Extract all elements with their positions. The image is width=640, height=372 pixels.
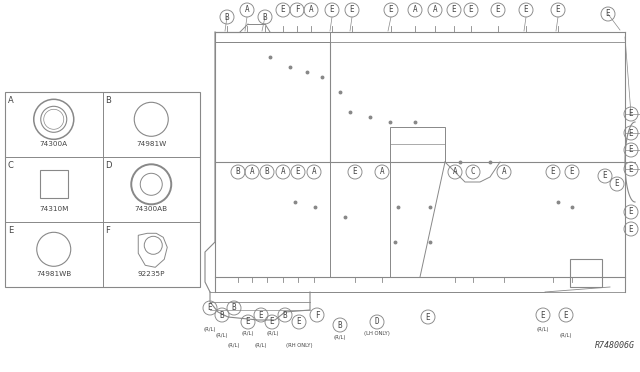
Text: 74981WB: 74981WB	[36, 271, 72, 277]
Text: F: F	[106, 226, 110, 235]
Text: E: E	[628, 224, 634, 234]
Text: A: A	[8, 96, 13, 105]
Text: F: F	[294, 6, 300, 15]
Text: E: E	[208, 304, 212, 312]
Bar	[390, 127, 445, 162]
Text: 74310M: 74310M	[39, 206, 68, 212]
Text: E: E	[388, 6, 394, 15]
Text: E: E	[628, 208, 634, 217]
Text: B: B	[232, 304, 236, 312]
Text: (R/L): (R/L)	[267, 331, 279, 337]
Text: E: E	[281, 6, 285, 15]
Text: E: E	[349, 6, 355, 15]
Text: E: E	[246, 317, 250, 327]
Text: (R/L): (R/L)	[560, 334, 572, 339]
Text: E: E	[269, 317, 275, 327]
Bar	[570, 259, 602, 287]
Text: E: E	[605, 10, 611, 19]
Text: E: E	[614, 180, 620, 189]
Text: E: E	[550, 167, 556, 176]
Text: E: E	[628, 128, 634, 138]
Text: B: B	[283, 311, 287, 320]
Bar	[5, 92, 200, 287]
Text: B: B	[262, 13, 268, 22]
Text: E: E	[628, 145, 634, 154]
Text: E: E	[496, 6, 500, 15]
Text: (R/L): (R/L)	[204, 327, 216, 333]
Text: E: E	[564, 311, 568, 320]
Text: F: F	[315, 311, 319, 320]
Text: A: A	[380, 167, 384, 176]
Text: 74981W: 74981W	[136, 141, 166, 147]
Text: B: B	[225, 13, 229, 22]
Text: E: E	[426, 312, 430, 321]
Text: B: B	[265, 167, 269, 176]
Text: A: A	[433, 6, 437, 15]
Text: E: E	[296, 167, 300, 176]
Text: C: C	[470, 167, 476, 176]
Text: R748006G: R748006G	[595, 341, 635, 350]
Text: E: E	[628, 109, 634, 119]
Text: E: E	[259, 311, 263, 320]
Text: (R/L): (R/L)	[537, 327, 549, 333]
Text: D: D	[374, 317, 380, 327]
Text: A: A	[452, 167, 458, 176]
Text: (R/L): (R/L)	[242, 331, 254, 337]
Text: E: E	[541, 311, 545, 320]
Text: (LH ONLY): (LH ONLY)	[364, 331, 390, 337]
Text: A: A	[281, 167, 285, 176]
Text: E: E	[556, 6, 560, 15]
Text: E: E	[570, 167, 574, 176]
Text: E: E	[353, 167, 357, 176]
Text: B: B	[338, 321, 342, 330]
Text: 92235P: 92235P	[138, 271, 165, 277]
Text: (R/L): (R/L)	[333, 334, 346, 340]
Text: E: E	[297, 317, 301, 327]
Text: D: D	[106, 161, 112, 170]
Text: E: E	[468, 6, 474, 15]
Text: (R/L): (R/L)	[228, 343, 240, 347]
Text: A: A	[308, 6, 314, 15]
Text: A: A	[244, 6, 250, 15]
Text: B: B	[236, 167, 240, 176]
Text: E: E	[330, 6, 334, 15]
Text: (RH ONLY): (RH ONLY)	[285, 343, 312, 347]
Text: B: B	[106, 96, 111, 105]
Text: A: A	[250, 167, 254, 176]
Text: (R/L): (R/L)	[216, 334, 228, 339]
Text: (R/L): (R/L)	[255, 343, 268, 347]
Text: 74300A: 74300A	[40, 141, 68, 147]
Text: E: E	[8, 226, 13, 235]
Text: A: A	[312, 167, 316, 176]
Text: A: A	[502, 167, 506, 176]
Text: B: B	[220, 311, 224, 320]
Text: 74300AB: 74300AB	[134, 206, 168, 212]
Text: E: E	[628, 164, 634, 173]
Bar	[40, 170, 68, 198]
Text: E: E	[452, 6, 456, 15]
Text: E: E	[603, 171, 607, 180]
Text: E: E	[524, 6, 528, 15]
Text: C: C	[8, 161, 14, 170]
Text: A: A	[413, 6, 417, 15]
